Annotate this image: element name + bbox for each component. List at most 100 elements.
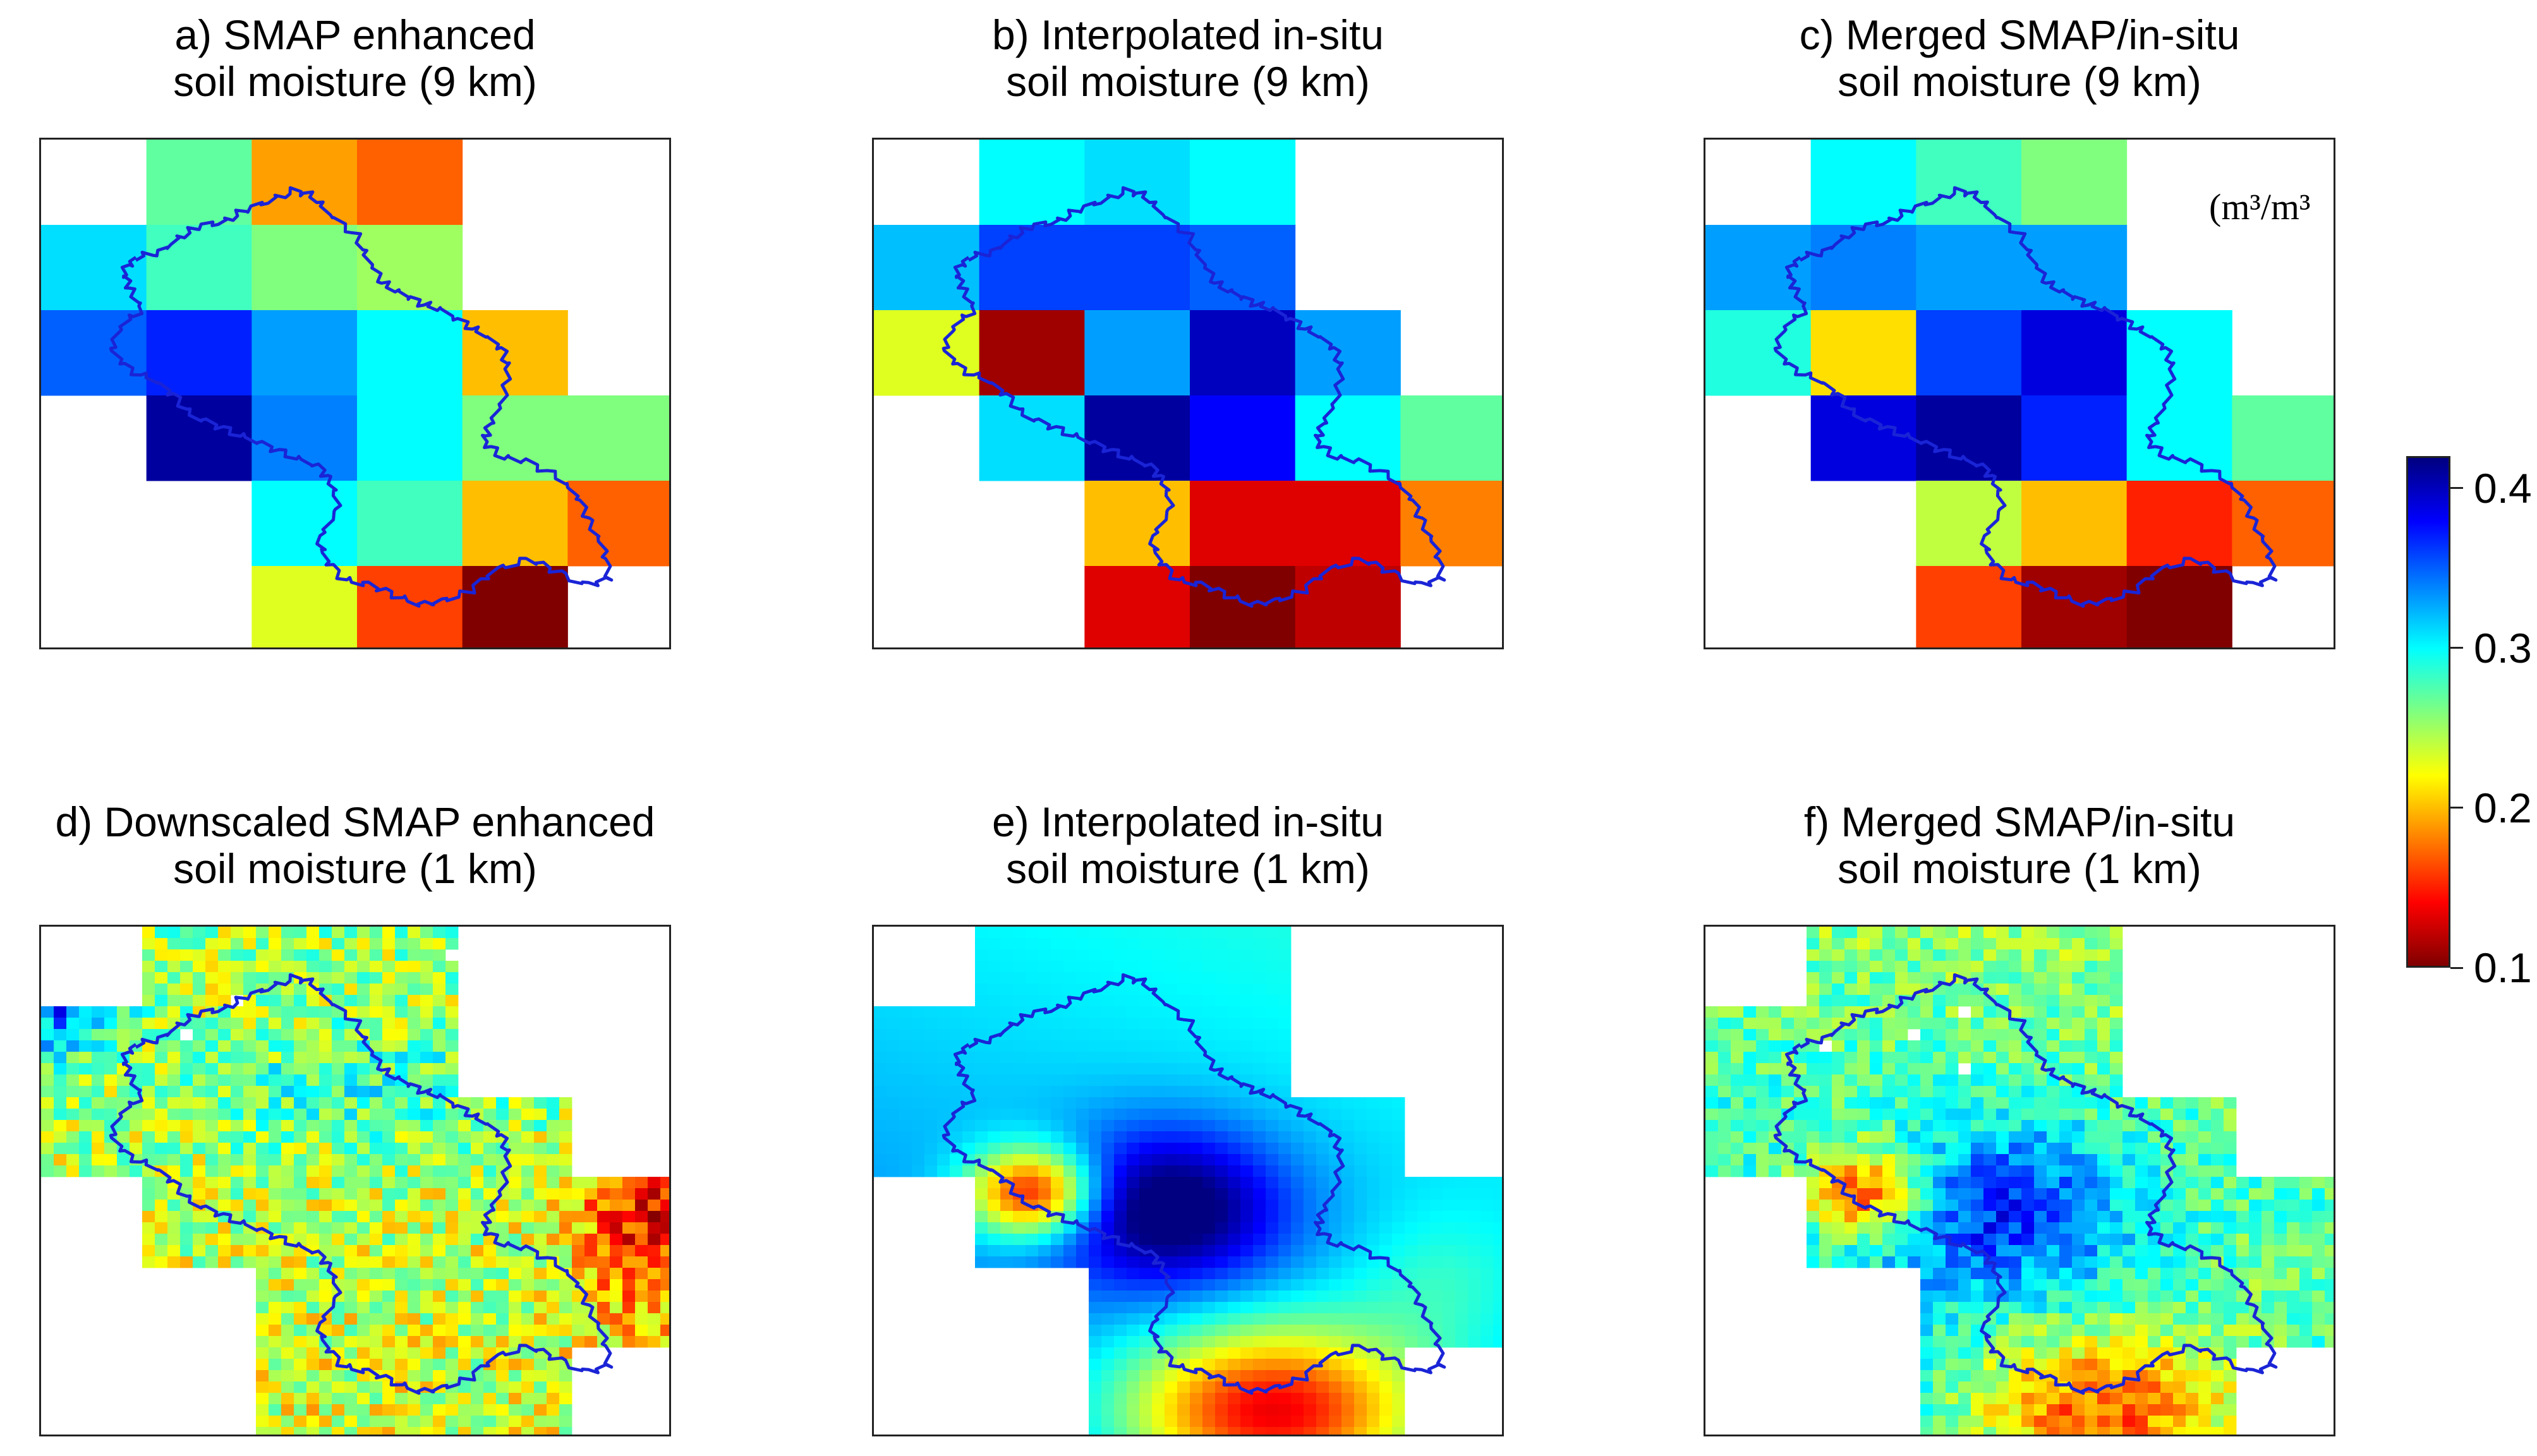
panel-f-pixel [1971, 927, 1984, 939]
panel-e-pixel [1215, 1279, 1228, 1291]
panel-d-pixel [130, 1063, 143, 1075]
panel-f-pixel [2299, 1291, 2313, 1303]
panel-e-pixel [1480, 1325, 1494, 1337]
panel-f-pixel [1920, 1313, 1934, 1325]
panel-d-pixel [483, 1143, 497, 1155]
panel-d-pixel [231, 1040, 244, 1052]
panel-f-pixel [1819, 1245, 1832, 1257]
panel-e-pixel [1127, 1018, 1140, 1030]
panel-d-pixel [509, 1120, 522, 1132]
panel-d-pixel [218, 949, 231, 961]
panel-e-pixel [1468, 1325, 1481, 1337]
panel-d-pixel [54, 1018, 67, 1030]
panel-e-pixel [1367, 1336, 1380, 1348]
panel-f-pixel [2325, 1222, 2334, 1234]
panel-d-pixel [357, 1177, 370, 1189]
panel-e-pixel [1076, 1074, 1089, 1086]
panel-d-pixel [458, 1427, 471, 1435]
panel-e-pixel [1341, 1427, 1355, 1435]
panel-d-pixel [256, 1074, 269, 1086]
panel-e-pixel [988, 1109, 1001, 1121]
panel-d-pixel [294, 1188, 307, 1200]
panel-d-pixel [408, 1313, 421, 1325]
panel-e-pixel [1177, 1165, 1190, 1177]
panel-d-pixel [547, 1143, 560, 1155]
panel-d-pixel [41, 1052, 54, 1064]
panel-f-pixel [2097, 995, 2110, 1007]
panel-f-pixel [1895, 961, 1908, 973]
panel-f-pixel [1807, 1177, 1820, 1189]
panel-d-pixel [584, 1336, 598, 1348]
panel-e-pixel [1379, 1245, 1393, 1257]
panel-e-pixel [1266, 1006, 1279, 1018]
panel-e-pixel [1455, 1313, 1468, 1325]
panel-f-pixel [2224, 1234, 2237, 1246]
panel-e-pixel [1240, 1120, 1254, 1132]
panel-f-pixel [1908, 1086, 1921, 1098]
panel-e-pixel [1127, 1268, 1140, 1280]
panel-d-pixel [559, 1256, 572, 1268]
panel-d-pixel [155, 1120, 168, 1132]
panel-d-pixel [496, 1416, 509, 1428]
panel-f-pixel [1946, 1018, 1959, 1030]
panel-e-pixel [1190, 927, 1203, 939]
panel-d-pixel [155, 1256, 168, 1268]
panel-f-pixel [1971, 1188, 1984, 1200]
panel-e-pixel [1013, 1177, 1026, 1189]
panel-d-pixel [92, 1006, 105, 1018]
panel-e-pixel [1177, 1200, 1190, 1212]
panel-f-pixel [1920, 1347, 1934, 1359]
panel-f-pixel [2148, 1256, 2161, 1268]
panel-f-pixel [2097, 927, 2110, 939]
panel-e-pixel [1455, 1188, 1468, 1200]
panel-e-pixel [1114, 1165, 1127, 1177]
panel-e-pixel [1367, 1359, 1380, 1371]
panel-e-pixel [1114, 1359, 1127, 1371]
panel-d-pixel [66, 1040, 80, 1052]
panel-e-pixel [1266, 1165, 1279, 1177]
panel-e-pixel [1443, 1336, 1456, 1348]
panel-f-pixel [1920, 1234, 1934, 1246]
panel-d-pixel [496, 1200, 509, 1212]
panel-e-pixel [988, 927, 1001, 939]
panel-e-pixel [1215, 1404, 1228, 1416]
panel-e-pixel [1127, 1347, 1140, 1359]
panel-d-pixel [167, 972, 181, 984]
panel-d-pixel [610, 1177, 623, 1189]
panel-d-pixel [294, 1052, 307, 1064]
panel-f-pixel [1743, 1074, 1757, 1086]
panel-f-pixel [2085, 1245, 2098, 1257]
panel-f-pixel [2021, 949, 2035, 961]
panel-f-pixel [2072, 995, 2085, 1007]
panel-f-pixel [1756, 1074, 1769, 1086]
panel-e-pixel [1493, 1200, 1502, 1212]
panel-f-pixel [2034, 1120, 2047, 1132]
panel-f-pixel [1844, 1120, 1858, 1132]
panel-e-pixel [1177, 1234, 1190, 1246]
panel-d-pixel [458, 1325, 471, 1337]
panel-d-pixel [269, 1177, 282, 1189]
panel-d-pixel [256, 1063, 269, 1075]
panel-e-pixel [1392, 1177, 1405, 1189]
panel-f-pixel [2059, 1359, 2073, 1371]
panel-f-pixel [2009, 1188, 2022, 1200]
panel-d-pixel [231, 1245, 244, 1257]
panel-e-pixel [1341, 1120, 1355, 1132]
panel-e-pixel [1165, 961, 1178, 973]
panel-e-pixel [924, 1063, 938, 1075]
panel-f-pixel [1832, 1154, 1845, 1166]
panel-d-pixel [660, 1302, 669, 1314]
panel-d-pixel [130, 1029, 143, 1041]
panel-e-pixel [1455, 1200, 1468, 1212]
panel-e-pixel [1152, 972, 1165, 984]
panel-d-pixel [445, 1177, 459, 1189]
panel-d-pixel [458, 1291, 471, 1303]
panel-f-pixel [1983, 1154, 1997, 1166]
panel-b-cell-r3-c2 [1084, 395, 1190, 481]
panel-e-pixel [1190, 984, 1203, 996]
panel-f-pixel [1731, 1165, 1744, 1177]
panel-d-pixel [167, 1109, 181, 1121]
panel-c-cell-r4-c3 [2021, 481, 2128, 567]
panel-e-pixel [899, 1063, 912, 1075]
panel-d-pixel [294, 1393, 307, 1405]
